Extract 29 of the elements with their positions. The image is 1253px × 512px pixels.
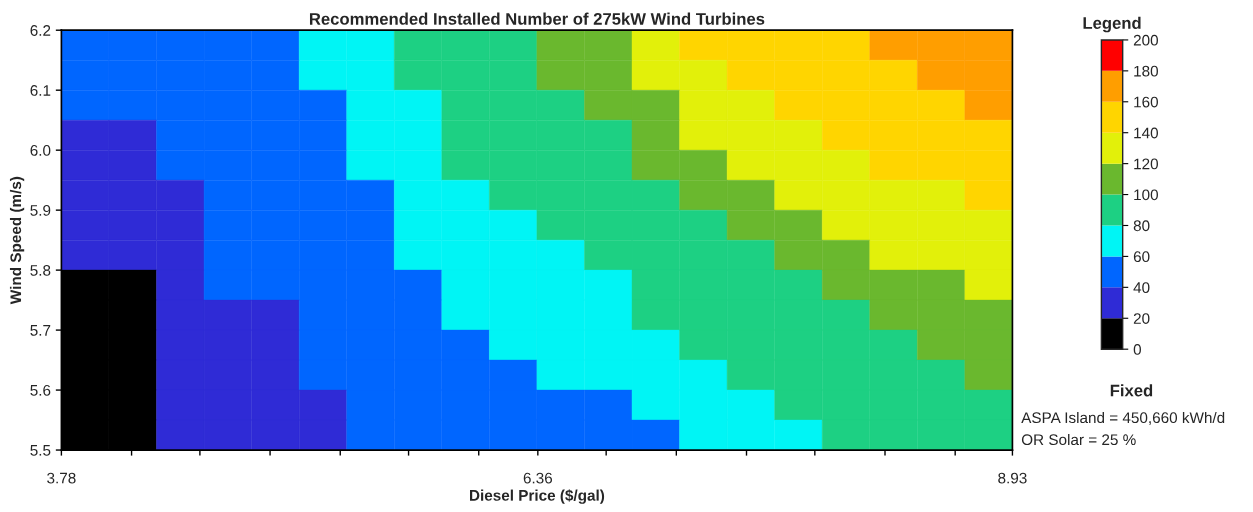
color-bar-label: 40 xyxy=(1133,282,1150,294)
text: ASPA Island = 450,660 kWh/d xyxy=(1021,411,1225,425)
color-bar-label: 160 xyxy=(1134,96,1158,108)
y-tick-label: 6.1 xyxy=(30,85,51,96)
color-bar-label: 80 xyxy=(1133,220,1150,232)
y-tick-label: 6.2 xyxy=(30,25,51,36)
color-bar-label: 60 xyxy=(1133,251,1150,263)
color-bar-label: 120 xyxy=(1134,158,1158,170)
x-tick-label: 6.36 xyxy=(523,472,553,484)
color-bar-label: 100 xyxy=(1134,189,1158,201)
y-tick-label: 5.5 xyxy=(30,445,51,456)
y-tick-label: 5.7 xyxy=(30,325,51,336)
x-axis-title: Diesel Price ($/gal) xyxy=(470,489,605,504)
y-axis-title: Wind Speed (m/s) xyxy=(9,176,25,305)
text: Fixed xyxy=(1110,384,1153,397)
y-tick-label: 5.8 xyxy=(30,264,51,276)
color-bar-label: 0 xyxy=(1133,344,1141,355)
color-bar-label: 200 xyxy=(1133,34,1158,46)
y-tick-label: 6.0 xyxy=(30,145,51,156)
text: OR Solar = 25 % xyxy=(1021,433,1136,446)
chart-title: Recommended Installed Number of 275kW Wind Turbines xyxy=(309,12,765,25)
x-tick-label: 3.78 xyxy=(47,472,76,484)
color-bar-title: Legend xyxy=(1083,16,1141,33)
x-tick-label: 8.93 xyxy=(998,472,1027,484)
color-bar-label: 20 xyxy=(1133,313,1150,324)
y-tick-label: 5.6 xyxy=(30,384,51,396)
color-bar-label: 180 xyxy=(1134,65,1158,77)
color-bar-label: 140 xyxy=(1134,127,1158,139)
y-tick-label: 5.9 xyxy=(30,205,51,216)
